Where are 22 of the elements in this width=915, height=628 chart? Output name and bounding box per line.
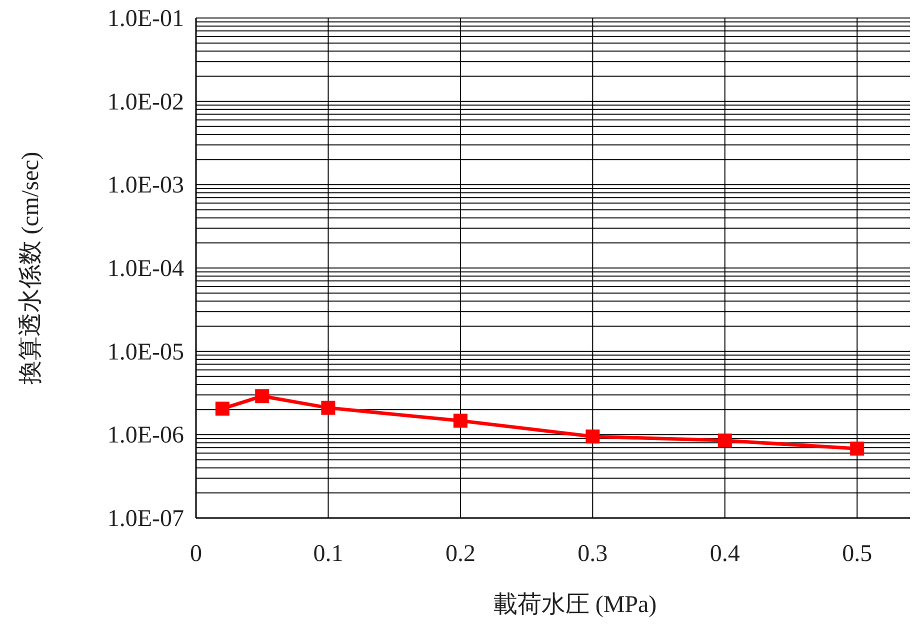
x-tick-label: 0.1 bbox=[313, 541, 344, 567]
y-tick-label: 1.0E-07 bbox=[107, 506, 184, 532]
y-tick-label: 1.0E-06 bbox=[107, 422, 184, 449]
x-tick-label: 0.2 bbox=[445, 541, 476, 567]
y-tick-label: 1.0E-02 bbox=[107, 89, 184, 116]
x-tick-label: 0.3 bbox=[578, 541, 608, 567]
point bbox=[255, 389, 270, 404]
y-tick-label: 1.0E-04 bbox=[107, 256, 184, 282]
x-axis-title: 載荷水圧 (MPa) bbox=[493, 592, 657, 618]
y-tick-label: 1.0E-01 bbox=[107, 6, 184, 32]
point bbox=[215, 402, 230, 416]
point bbox=[850, 442, 864, 456]
x-tick-label: 0 bbox=[190, 541, 202, 567]
point bbox=[718, 434, 732, 448]
x-tick-label: 0.5 bbox=[842, 541, 872, 567]
y-tick-label: 1.0E-05 bbox=[107, 339, 184, 366]
y-axis-title: 換算透水係数 (cm/sec) bbox=[18, 152, 44, 384]
x-tick-label: 0.4 bbox=[710, 541, 740, 567]
point bbox=[321, 400, 336, 415]
point bbox=[586, 430, 600, 444]
y-tick-label: 1.0E-03 bbox=[107, 172, 184, 199]
point bbox=[453, 414, 468, 428]
